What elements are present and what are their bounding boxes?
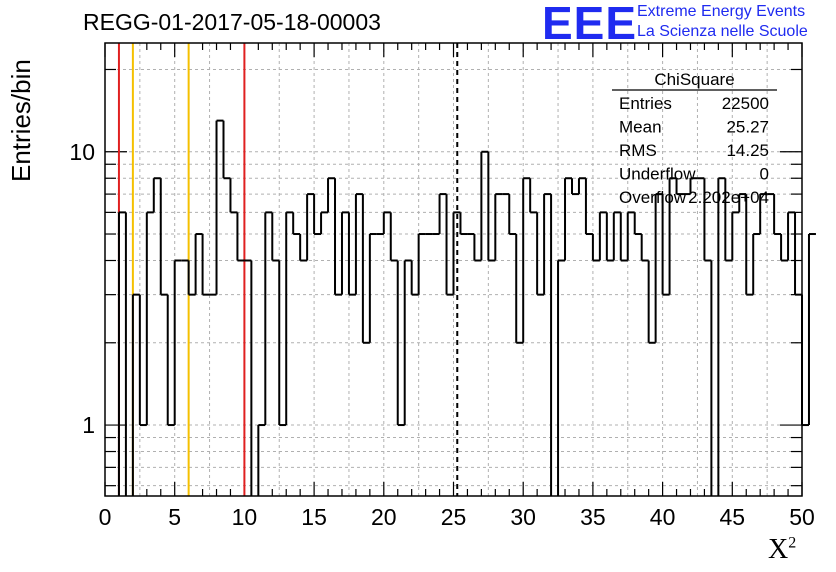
stats-label: Underflow	[619, 165, 696, 184]
x-tick-label: 35	[580, 504, 606, 530]
stats-label: Entries	[619, 94, 672, 113]
stats-name: ChiSquare	[654, 70, 734, 89]
stats-value: 14.25	[726, 141, 769, 160]
stats-value: 0	[760, 165, 769, 184]
x-tick-label: 20	[371, 504, 397, 530]
x-axis-label: X2	[768, 534, 796, 566]
x-tick-label: 40	[650, 504, 676, 530]
stats-label: Mean	[619, 118, 662, 137]
tick-labels: 0 5 10 15 20 25 30 35 40 45 50 1 10	[69, 139, 814, 530]
x-tick-label: 10	[232, 504, 258, 530]
plot-frame	[104, 42, 803, 497]
x-tick-label: 5	[168, 504, 181, 530]
y-tick-label: 10	[69, 139, 95, 165]
logo-line-2: La Scienza nelle Scuole	[637, 23, 808, 40]
x-tick-label: 0	[99, 504, 112, 530]
x-axis-label-base: X	[768, 534, 789, 565]
stats-label: Overflow	[619, 188, 687, 207]
x-tick-label: 30	[510, 504, 536, 530]
x-tick-label: 15	[301, 504, 327, 530]
logo-line-1: Extreme Energy Events	[637, 3, 806, 20]
chart-title: REGG-01-2017-05-18-00003	[83, 9, 381, 35]
eee-logo-mark: EEE	[542, 0, 638, 49]
x-axis-label-superscript: 2	[788, 534, 797, 552]
y-tick-label: 1	[82, 412, 95, 438]
x-tick-label: 25	[441, 504, 467, 530]
stats-box: ChiSquare Entries 22500 Mean 25.27 RMS 14.25 Un…	[612, 70, 777, 207]
stats-value: 2.202e+04	[688, 188, 769, 207]
marker-lines	[117, 43, 459, 496]
x-tick-label: 45	[720, 504, 746, 530]
stats-value: 22500	[722, 94, 769, 113]
histogram-series	[117, 119, 816, 496]
stats-label: RMS	[619, 141, 657, 160]
x-tick-label: 50	[789, 504, 815, 530]
stats-value: 25.27	[726, 118, 769, 137]
